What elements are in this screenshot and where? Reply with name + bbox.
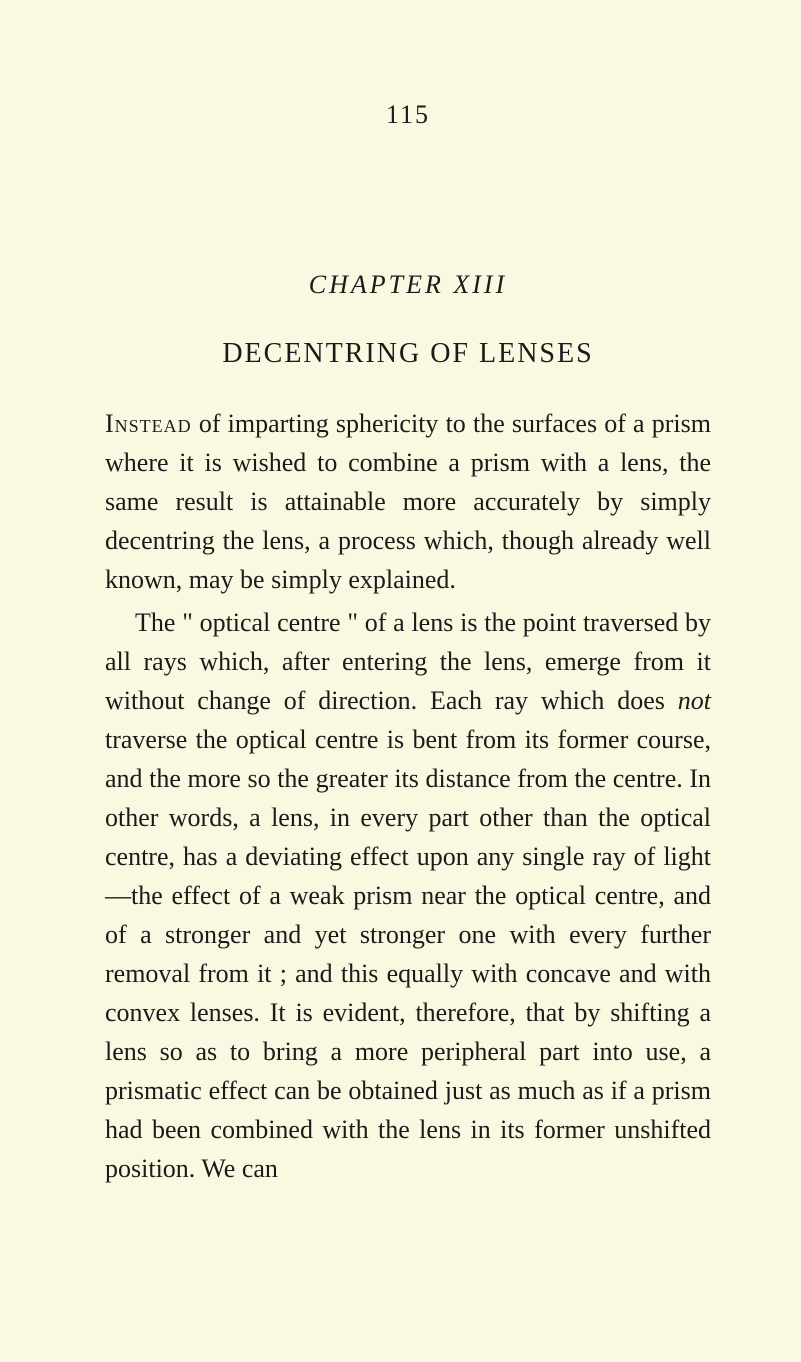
italic-word: not (678, 686, 711, 715)
body-paragraph-1: Instead of imparting sphericity to the s… (105, 404, 711, 599)
paragraph-text-part1: The " optical centre " of a lens is the … (105, 608, 711, 715)
chapter-title: DECENTRING OF LENSES (105, 338, 711, 370)
body-paragraph-2: The " optical centre " of a lens is the … (105, 603, 711, 1188)
paragraph-lead-word: Instead (105, 409, 192, 438)
page-number: 115 (105, 100, 711, 130)
chapter-heading: CHAPTER XIII (105, 270, 711, 300)
paragraph-text-part2: traverse the optical centre is bent from… (105, 725, 711, 1183)
paragraph-text: of imparting sphericity to the surfaces … (105, 409, 711, 594)
